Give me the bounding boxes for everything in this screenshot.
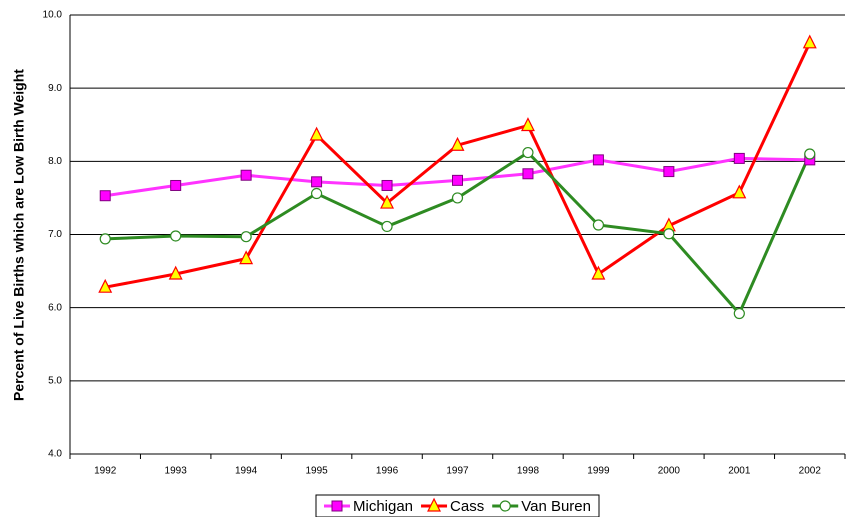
- marker: [732, 184, 747, 199]
- x-tick-label: 2000: [658, 466, 681, 477]
- y-tick-label: 9.0: [48, 83, 62, 94]
- x-tick-label: 1998: [517, 466, 540, 477]
- marker: [381, 220, 393, 233]
- marker: [239, 250, 254, 265]
- y-tick-label: 7.0: [48, 229, 62, 240]
- marker: [99, 233, 111, 245]
- marker: [499, 500, 511, 512]
- marker: [310, 187, 323, 200]
- legend-box: [315, 494, 600, 517]
- x-tick-label: 1997: [446, 466, 469, 477]
- marker: [733, 307, 745, 320]
- marker: [450, 136, 465, 151]
- x-tick-label: 2002: [799, 466, 822, 477]
- marker: [591, 265, 606, 280]
- marker: [99, 190, 111, 202]
- y-tick-label: 6.0: [48, 302, 62, 313]
- y-tick-label: 4.0: [48, 449, 62, 460]
- marker: [522, 168, 534, 180]
- legend-label: Van Buren: [521, 498, 591, 515]
- marker: [240, 231, 252, 243]
- marker: [520, 117, 535, 132]
- marker: [98, 278, 113, 293]
- marker: [311, 176, 323, 188]
- y-axis-label: Percent of Live Births which are Low Bir…: [11, 69, 27, 401]
- marker: [733, 152, 745, 164]
- marker: [522, 146, 534, 159]
- marker: [331, 500, 343, 512]
- marker: [802, 34, 817, 49]
- marker: [804, 148, 816, 160]
- marker: [427, 497, 442, 512]
- marker: [170, 230, 182, 242]
- x-tick-label: 1993: [165, 466, 188, 477]
- marker: [168, 265, 183, 280]
- marker: [451, 192, 464, 204]
- x-tick-label: 1995: [305, 466, 328, 477]
- marker: [381, 179, 393, 191]
- legend-label: Michigan: [353, 498, 413, 515]
- legend: Michigan Cass Van Buren: [315, 494, 600, 517]
- marker: [380, 194, 395, 209]
- y-tick-label: 10.0: [43, 10, 63, 21]
- y-tick-label: 5.0: [48, 375, 62, 386]
- marker: [663, 166, 675, 178]
- x-tick-label: 2001: [728, 466, 751, 477]
- marker: [592, 154, 604, 166]
- x-tick-label: 1996: [376, 466, 399, 477]
- legend-label: Cass: [450, 498, 484, 515]
- marker: [170, 179, 182, 191]
- y-tick-label: 8.0: [48, 156, 62, 167]
- marker: [592, 219, 605, 231]
- marker: [309, 126, 324, 141]
- marker: [663, 228, 675, 240]
- x-tick-label: 1994: [235, 466, 258, 477]
- x-tick-label: 1999: [587, 466, 610, 477]
- marker: [452, 174, 463, 186]
- marker: [240, 169, 252, 181]
- x-tick-label: 1992: [94, 466, 117, 477]
